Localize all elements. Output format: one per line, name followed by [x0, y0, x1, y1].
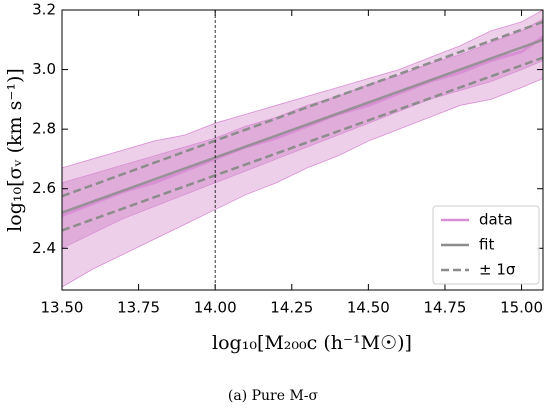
- caption: (a) Pure M-σ: [228, 388, 319, 404]
- x-axis-label: log₁₀[M₂₀₀c (h⁻¹M☉)]: [212, 332, 412, 354]
- y-tick-label: 2.4: [32, 239, 56, 257]
- legend-label: fit: [479, 236, 494, 254]
- x-tick-label: 14.25: [270, 299, 313, 317]
- legend-label: ± 1σ: [479, 261, 516, 279]
- plot-frame: [61, 9, 544, 291]
- legend-label: data: [479, 211, 513, 229]
- fit-line: [61, 38, 544, 214]
- x-tick-label: 14.50: [347, 299, 390, 317]
- sigma-line: [61, 20, 544, 198]
- x-tick-label: 15.00: [500, 299, 543, 317]
- y-tick-label: 3.0: [32, 60, 56, 78]
- y-axis-label: log₁₀[σᵥ (km s⁻¹)]: [4, 68, 26, 232]
- y-tick-label: 2.6: [32, 179, 56, 197]
- data-line: [61, 35, 544, 217]
- x-tick-label: 14.00: [194, 299, 237, 317]
- y-tick-label: 2.8: [32, 120, 56, 138]
- x-tick-label: 13.75: [117, 299, 160, 317]
- x-tick-label: 14.75: [423, 299, 466, 317]
- y-tick-label: 3.2: [32, 1, 56, 19]
- legend-box: [432, 205, 540, 285]
- sigma-line: [61, 56, 544, 232]
- x-tick-label: 13.50: [41, 299, 84, 317]
